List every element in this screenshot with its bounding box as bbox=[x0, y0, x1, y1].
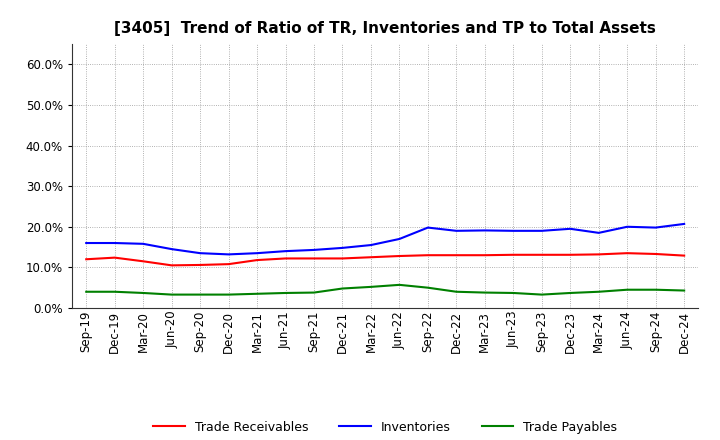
Trade Receivables bbox=[82, 257, 91, 262]
Trade Receivables bbox=[338, 256, 347, 261]
Trade Payables bbox=[395, 282, 404, 287]
Inventories bbox=[509, 228, 518, 234]
Trade Receivables bbox=[196, 262, 204, 268]
Inventories bbox=[452, 228, 461, 234]
Trade Payables bbox=[167, 292, 176, 297]
Trade Payables bbox=[110, 289, 119, 294]
Trade Payables bbox=[595, 289, 603, 294]
Trade Payables bbox=[480, 290, 489, 295]
Trade Receivables bbox=[225, 261, 233, 267]
Inventories bbox=[225, 252, 233, 257]
Trade Payables bbox=[253, 291, 261, 297]
Trade Payables bbox=[623, 287, 631, 292]
Inventories bbox=[366, 242, 375, 248]
Inventories bbox=[623, 224, 631, 229]
Trade Payables bbox=[566, 290, 575, 296]
Trade Receivables bbox=[623, 250, 631, 256]
Trade Receivables bbox=[680, 253, 688, 258]
Line: Inventories: Inventories bbox=[86, 224, 684, 254]
Inventories bbox=[595, 230, 603, 235]
Inventories bbox=[310, 247, 318, 253]
Inventories bbox=[167, 246, 176, 252]
Trade Receivables bbox=[652, 251, 660, 257]
Trade Payables bbox=[452, 289, 461, 294]
Trade Payables bbox=[196, 292, 204, 297]
Title: [3405]  Trend of Ratio of TR, Inventories and TP to Total Assets: [3405] Trend of Ratio of TR, Inventories… bbox=[114, 21, 656, 36]
Inventories bbox=[566, 226, 575, 231]
Legend: Trade Receivables, Inventories, Trade Payables: Trade Receivables, Inventories, Trade Pa… bbox=[148, 416, 622, 439]
Inventories bbox=[82, 240, 91, 246]
Line: Trade Payables: Trade Payables bbox=[86, 285, 684, 295]
Trade Receivables bbox=[366, 255, 375, 260]
Trade Payables bbox=[423, 285, 432, 290]
Trade Payables bbox=[282, 290, 290, 296]
Trade Payables bbox=[366, 284, 375, 290]
Trade Receivables bbox=[423, 253, 432, 258]
Trade Receivables bbox=[110, 255, 119, 260]
Trade Payables bbox=[652, 287, 660, 292]
Inventories bbox=[680, 221, 688, 227]
Trade Receivables bbox=[310, 256, 318, 261]
Inventories bbox=[139, 241, 148, 246]
Trade Receivables bbox=[167, 263, 176, 268]
Trade Receivables bbox=[139, 259, 148, 264]
Trade Receivables bbox=[395, 253, 404, 259]
Inventories bbox=[110, 240, 119, 246]
Inventories bbox=[537, 228, 546, 234]
Trade Payables bbox=[680, 288, 688, 293]
Trade Receivables bbox=[452, 253, 461, 258]
Trade Payables bbox=[82, 289, 91, 294]
Inventories bbox=[196, 250, 204, 256]
Trade Receivables bbox=[595, 252, 603, 257]
Trade Receivables bbox=[282, 256, 290, 261]
Trade Payables bbox=[509, 290, 518, 296]
Trade Receivables bbox=[253, 257, 261, 263]
Inventories bbox=[480, 228, 489, 233]
Inventories bbox=[423, 225, 432, 230]
Trade Payables bbox=[310, 290, 318, 295]
Trade Receivables bbox=[509, 252, 518, 257]
Trade Payables bbox=[139, 290, 148, 296]
Trade Payables bbox=[338, 286, 347, 291]
Trade Receivables bbox=[537, 252, 546, 257]
Inventories bbox=[395, 236, 404, 242]
Trade Payables bbox=[537, 292, 546, 297]
Trade Payables bbox=[225, 292, 233, 297]
Inventories bbox=[652, 225, 660, 230]
Inventories bbox=[338, 245, 347, 250]
Trade Receivables bbox=[566, 252, 575, 257]
Line: Trade Receivables: Trade Receivables bbox=[86, 253, 684, 265]
Inventories bbox=[253, 250, 261, 256]
Inventories bbox=[282, 249, 290, 254]
Trade Receivables bbox=[480, 253, 489, 258]
